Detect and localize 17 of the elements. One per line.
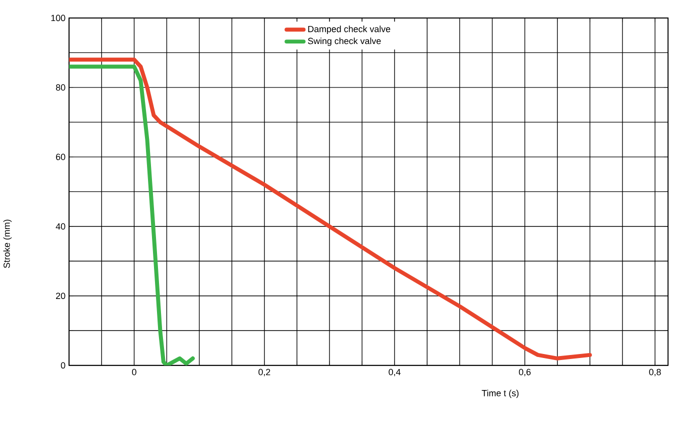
x-tick-label: 0,4 xyxy=(388,368,401,376)
y-tick-label: 80 xyxy=(56,84,66,90)
legend-label: Damped check valve xyxy=(308,25,390,34)
y-axis-title: Stroke (mm) xyxy=(3,220,12,268)
line-series xyxy=(69,64,195,366)
y-tick-label: 100 xyxy=(51,14,66,22)
y-tick-label: 0 xyxy=(60,362,66,368)
y-tick-label: 60 xyxy=(56,154,66,160)
x-tick-label: 0 xyxy=(132,368,136,376)
legend-label: Swing check valve xyxy=(308,37,381,46)
x-tick-label: 0,8 xyxy=(649,368,661,376)
x-tick-label: 0,6 xyxy=(518,368,531,376)
x-axis-title: Time t (s) xyxy=(482,390,518,398)
y-tick-label: 20 xyxy=(56,292,66,299)
x-tick-label: 0,2 xyxy=(258,368,270,376)
line-series xyxy=(69,58,592,360)
y-tick-label: 40 xyxy=(56,223,66,230)
